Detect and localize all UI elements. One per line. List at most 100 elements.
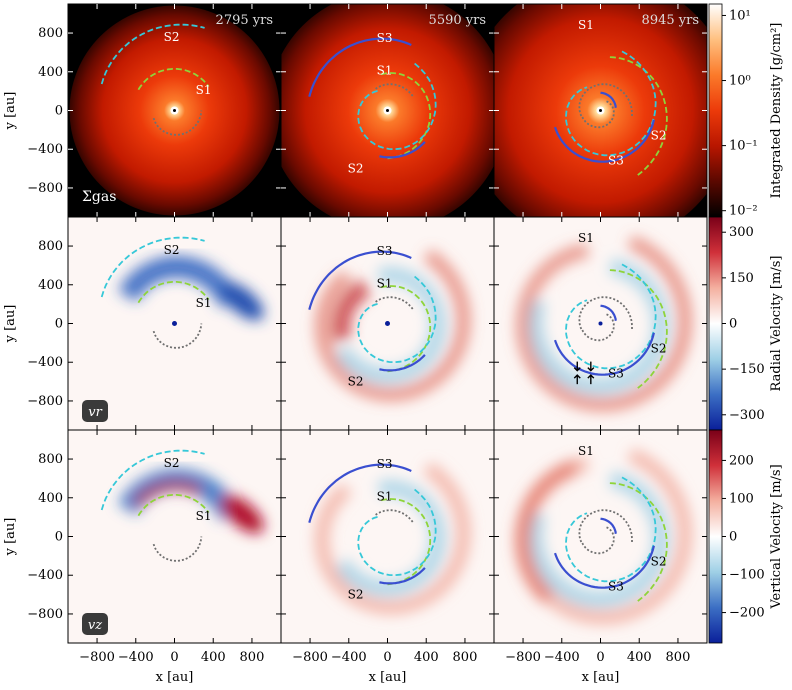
spiral-arm-s2 (565, 263, 657, 370)
spiral-arm-s1 (609, 56, 668, 176)
colorbar-gradient (708, 429, 723, 644)
colorbar-vr: −300 −150 0 150 300 Radial Velocity [m/s] (708, 216, 784, 431)
y-tick-label: −400 (27, 568, 63, 583)
colorbar-gradient (708, 216, 723, 431)
y-tick-label: 0 (55, 317, 63, 332)
colorbar-vz: −200 −100 0 100 200 Vertical Velocity [m/s] (708, 429, 784, 644)
central-star (385, 321, 390, 326)
x-tick-label: 800 (666, 650, 691, 665)
velocity-field (314, 249, 471, 402)
x-axis-label: x [au] (582, 670, 620, 685)
spiral-label-s3: S3 (608, 580, 624, 594)
spiral-label-s1: S1 (196, 509, 212, 523)
spiral-arm-s1 (380, 498, 432, 586)
central-star (172, 321, 177, 326)
spiral-arm-s3 (553, 332, 655, 376)
colorbar-tick-label: 10¹ (729, 8, 751, 23)
spiral-arm-s1 (380, 72, 432, 160)
sigma-gas-label: Σgas (82, 189, 116, 205)
colorbar-label: Vertical Velocity [m/s] (769, 464, 784, 609)
y-tick-label: 400 (38, 65, 63, 80)
spiral-arm-s3 (308, 463, 412, 523)
spiral-arm-gray (581, 313, 615, 342)
x-tick-label: 0 (596, 650, 604, 665)
panel-label-box (82, 400, 108, 422)
spiral-arm-s3 (379, 567, 426, 585)
spiral-label-s2: S2 (651, 555, 667, 569)
spiral-arm-s2 (100, 449, 205, 511)
panel-label-vz: vz (88, 618, 102, 633)
spiral-label-s2: S2 (164, 243, 180, 257)
velocity-field (118, 255, 264, 321)
flow-arrowhead (587, 367, 595, 372)
y-tick-label: 0 (55, 104, 63, 119)
spiral-arm-s1 (609, 482, 668, 602)
spiral-arm-s3 (600, 517, 617, 535)
spiral-label-s1: S1 (578, 444, 594, 458)
colorbar-tick-label: −300 (729, 408, 765, 423)
y-axis-label: y [au] (3, 518, 18, 557)
time-label: 5590 yrs (429, 13, 486, 28)
spiral-label-s2: S2 (348, 374, 364, 388)
spiral-arm-gray (578, 296, 633, 331)
y-tick-label: −800 (27, 181, 63, 196)
colorbar-tick-label: 10⁻² (729, 204, 758, 219)
spiral-label-s3: S3 (377, 244, 393, 258)
spiral-arm-s3 (600, 304, 617, 322)
spiral-arm-s3 (553, 119, 655, 163)
colorbar-tick-label: 150 (729, 271, 754, 286)
y-tick-label: 800 (38, 26, 63, 41)
spiral-arm-s1 (137, 494, 210, 517)
spiral-label-s2: S2 (348, 161, 364, 175)
flow-arrowhead (573, 367, 581, 372)
colorbar-tick-label: 0 (729, 317, 737, 332)
y-tick-label: −400 (27, 142, 63, 157)
spiral-label-s3: S3 (608, 154, 624, 168)
velocity-field (314, 462, 471, 615)
colorbar-tick-label: −100 (729, 568, 765, 583)
panel-vz-1: S2 S1 (67, 429, 282, 644)
y-tick-label: 400 (38, 278, 63, 293)
colorbar-tick-label: 300 (729, 225, 754, 240)
colorbar-density: 10⁻² 10⁻¹ 10⁰ 10¹ Integrated Density [g/cm²] (708, 3, 784, 219)
spiral-arm-gray (152, 536, 203, 562)
spiral-label-s1: S1 (578, 18, 594, 32)
spiral-arm-gray (578, 509, 633, 544)
spiral-label-s1: S1 (196, 296, 212, 310)
spiral-arm-s2 (357, 488, 437, 577)
x-tick-label: 0 (383, 650, 391, 665)
spiral-arm-s3 (379, 141, 426, 159)
y-axis-label: y [au] (3, 305, 18, 344)
spiral-arm-s2 (100, 23, 205, 85)
spiral-arm-s3 (553, 545, 655, 589)
spiral-arm-s2 (357, 62, 437, 151)
flow-arrowhead (573, 374, 581, 379)
spiral-arm-s1 (609, 269, 668, 389)
panel-density-3: S1 S2 S3 (493, 3, 708, 218)
spiral-label-s3: S3 (608, 367, 624, 381)
panel-vr-1: S2 S1 (67, 216, 282, 431)
spiral-label-s3: S3 (377, 31, 393, 45)
colorbar-gradient (708, 3, 723, 218)
star-core (386, 109, 389, 112)
x-tick-label: 0 (170, 650, 178, 665)
x-tick-label: −400 (118, 650, 154, 665)
colorbar-label: Radial Velocity [m/s] (769, 256, 784, 392)
spiral-arm-s1 (137, 281, 210, 304)
panel-density-1: S2 S1 (67, 3, 282, 218)
spiral-arm-s2 (357, 275, 437, 364)
spiral-label-s2: S2 (348, 587, 364, 601)
spiral-label-s1: S1 (377, 277, 393, 291)
star-core (173, 109, 176, 112)
spiral-arm-s2 (100, 236, 205, 298)
x-tick-label: 400 (201, 650, 226, 665)
panel-label-box (82, 613, 108, 635)
spiral-arm-s1 (137, 68, 210, 91)
colorbar-tick-label: −150 (729, 362, 765, 377)
y-tick-label: 800 (38, 239, 63, 254)
x-tick-label: 800 (240, 650, 265, 665)
x-tick-label: 400 (627, 650, 652, 665)
spiral-label-s2: S2 (651, 129, 667, 143)
panel-vr-3: S1 S2 S3 (493, 216, 708, 431)
